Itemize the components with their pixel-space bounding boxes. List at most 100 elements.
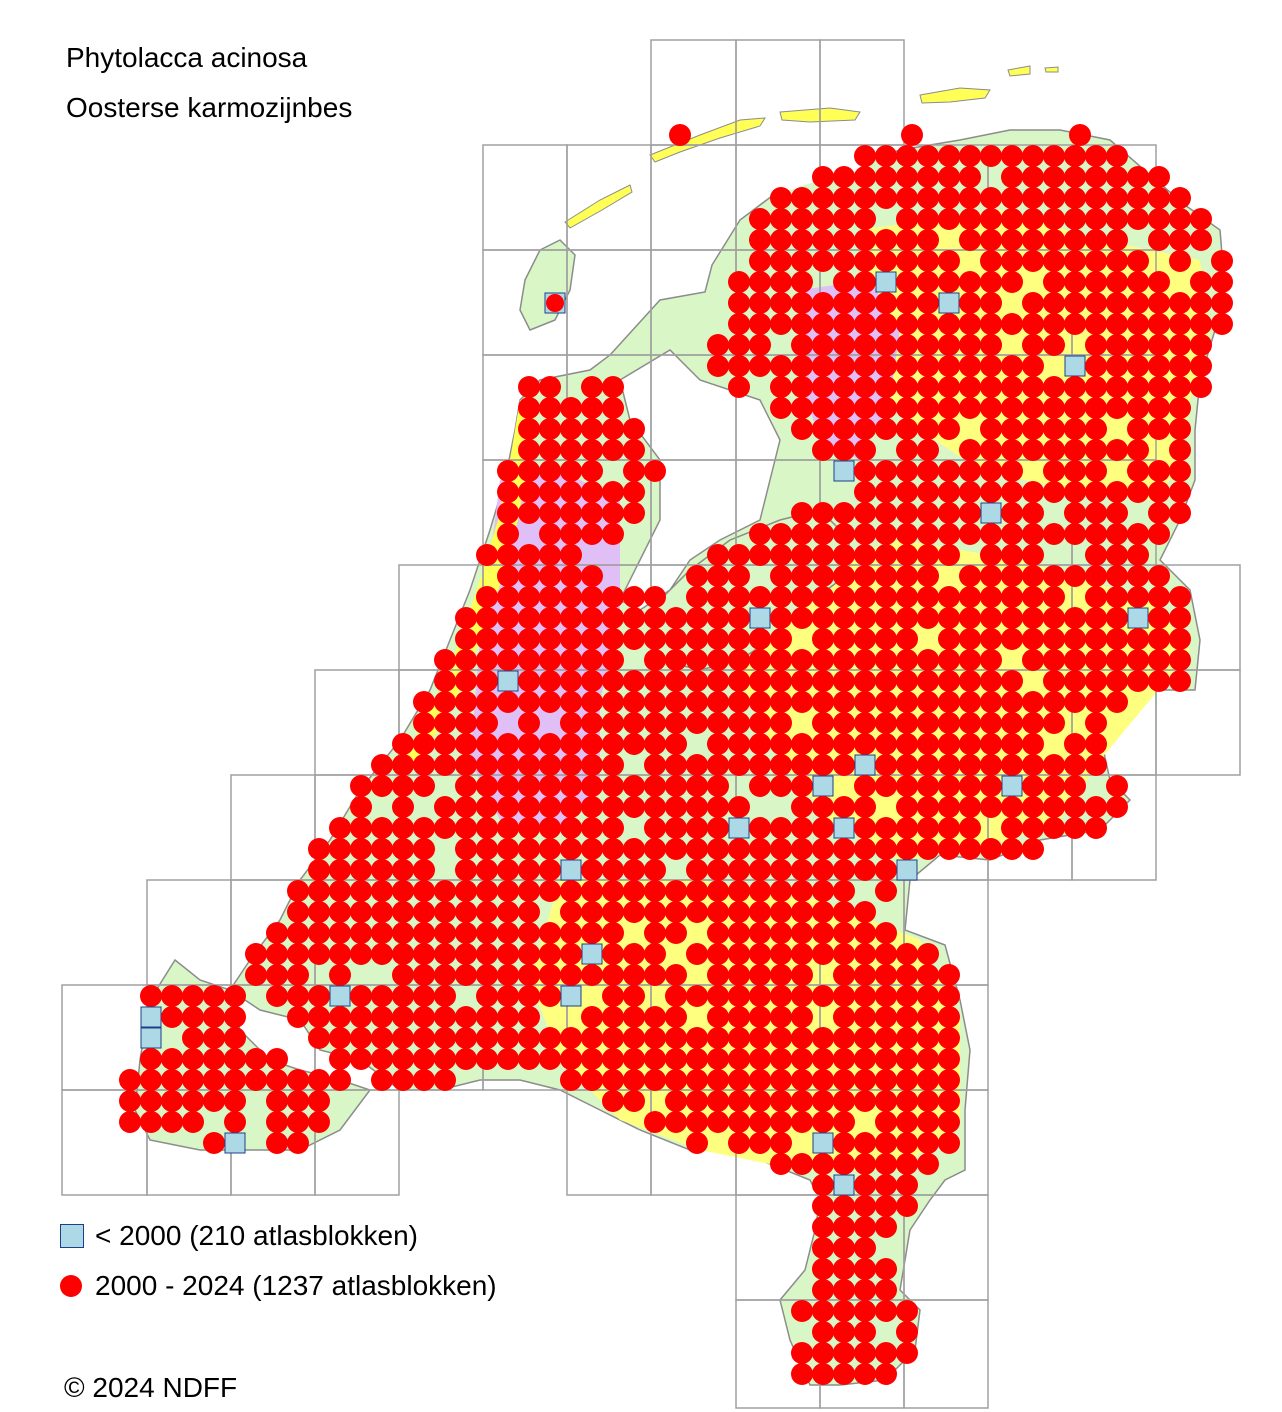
record-recent-dot	[749, 271, 771, 293]
record-recent-dot	[728, 859, 750, 881]
record-recent-dot	[896, 1069, 918, 1091]
record-recent-dot	[917, 943, 939, 965]
record-recent-dot	[539, 922, 561, 944]
record-recent-dot	[959, 565, 981, 587]
record-recent-dot	[1148, 166, 1170, 188]
record-recent-dot	[623, 1090, 645, 1112]
record-recent-dot	[203, 1090, 225, 1112]
record-recent-dot	[896, 1027, 918, 1049]
record-recent-dot	[791, 334, 813, 356]
record-recent-dot	[833, 208, 855, 230]
record-recent-dot	[392, 817, 414, 839]
record-recent-dot	[1022, 292, 1044, 314]
record-recent-dot	[1043, 712, 1065, 734]
species-dutch-name: Oosterse karmozijnbes	[66, 92, 353, 123]
record-recent-dot	[686, 817, 708, 839]
record-recent-dot	[392, 943, 414, 965]
record-recent-dot	[854, 817, 876, 839]
record-recent-dot	[1043, 691, 1065, 713]
record-recent-dot	[917, 1111, 939, 1133]
record-recent-dot	[686, 775, 708, 797]
record-recent-dot	[455, 796, 477, 818]
light-blue-square-icon	[60, 1224, 84, 1248]
record-recent-dot	[560, 418, 582, 440]
record-recent-dot	[1106, 208, 1128, 230]
record-recent-dot	[497, 481, 519, 503]
record-recent-dot	[959, 712, 981, 734]
record-recent-dot	[1169, 376, 1191, 398]
record-recent-dot	[812, 1069, 834, 1091]
record-recent-dot	[1064, 754, 1086, 776]
record-recent-dot	[476, 796, 498, 818]
record-recent-dot	[854, 985, 876, 1007]
record-recent-dot	[854, 859, 876, 881]
record-recent-dot	[1148, 460, 1170, 482]
record-recent-dot	[728, 943, 750, 965]
record-recent-dot	[938, 1006, 960, 1028]
record-recent-dot	[581, 1048, 603, 1070]
record-recent-dot	[539, 397, 561, 419]
record-recent-dot	[266, 943, 288, 965]
record-recent-dot	[1211, 271, 1233, 293]
record-recent-dot	[707, 334, 729, 356]
record-recent-dot	[1001, 187, 1023, 209]
record-recent-dot	[938, 733, 960, 755]
record-recent-dot	[602, 922, 624, 944]
record-recent-dot	[917, 1069, 939, 1091]
record-recent-dot	[1085, 250, 1107, 272]
record-recent-dot	[669, 124, 691, 146]
grid-cell	[482, 144, 568, 251]
record-recent-dot	[938, 544, 960, 566]
record-recent-dot	[161, 985, 183, 1007]
record-recent-dot	[497, 964, 519, 986]
record-recent-dot	[980, 649, 1002, 671]
record-recent-dot	[917, 187, 939, 209]
record-recent-dot	[1148, 187, 1170, 209]
record-recent-dot	[539, 586, 561, 608]
record-recent-dot	[1001, 250, 1023, 272]
record-recent-dot	[518, 1027, 540, 1049]
record-recent-dot	[245, 964, 267, 986]
record-recent-dot	[707, 355, 729, 377]
record-recent-dot	[875, 523, 897, 545]
record-recent-dot	[476, 901, 498, 923]
record-recent-dot	[602, 691, 624, 713]
record-recent-dot	[203, 1027, 225, 1049]
record-old-square	[854, 754, 876, 776]
record-recent-dot	[959, 838, 981, 860]
record-recent-dot	[812, 166, 834, 188]
record-recent-dot	[1106, 586, 1128, 608]
record-recent-dot	[1085, 670, 1107, 692]
record-recent-dot	[1190, 355, 1212, 377]
record-recent-dot	[518, 754, 540, 776]
record-recent-dot	[938, 628, 960, 650]
record-recent-dot	[434, 712, 456, 734]
record-recent-dot	[455, 691, 477, 713]
record-recent-dot	[854, 1300, 876, 1322]
record-recent-dot	[1043, 397, 1065, 419]
record-recent-dot	[749, 334, 771, 356]
record-recent-dot	[518, 376, 540, 398]
record-recent-dot	[476, 859, 498, 881]
record-recent-dot	[329, 1006, 351, 1028]
record-recent-dot	[707, 733, 729, 755]
record-recent-dot	[476, 985, 498, 1007]
record-recent-dot	[854, 544, 876, 566]
record-recent-dot	[476, 838, 498, 860]
record-recent-dot	[602, 901, 624, 923]
record-recent-dot	[854, 481, 876, 503]
record-recent-dot	[917, 481, 939, 503]
record-recent-dot	[917, 691, 939, 713]
record-recent-dot	[560, 943, 582, 965]
record-recent-dot	[770, 901, 792, 923]
record-recent-dot	[329, 1048, 351, 1070]
record-recent-dot	[875, 922, 897, 944]
record-recent-dot	[560, 817, 582, 839]
record-recent-dot	[1043, 229, 1065, 251]
record-recent-dot	[980, 754, 1002, 776]
record-recent-dot	[728, 964, 750, 986]
record-recent-dot	[1169, 250, 1191, 272]
record-recent-dot	[1064, 313, 1086, 335]
record-recent-dot	[833, 586, 855, 608]
record-recent-dot	[602, 1069, 624, 1091]
